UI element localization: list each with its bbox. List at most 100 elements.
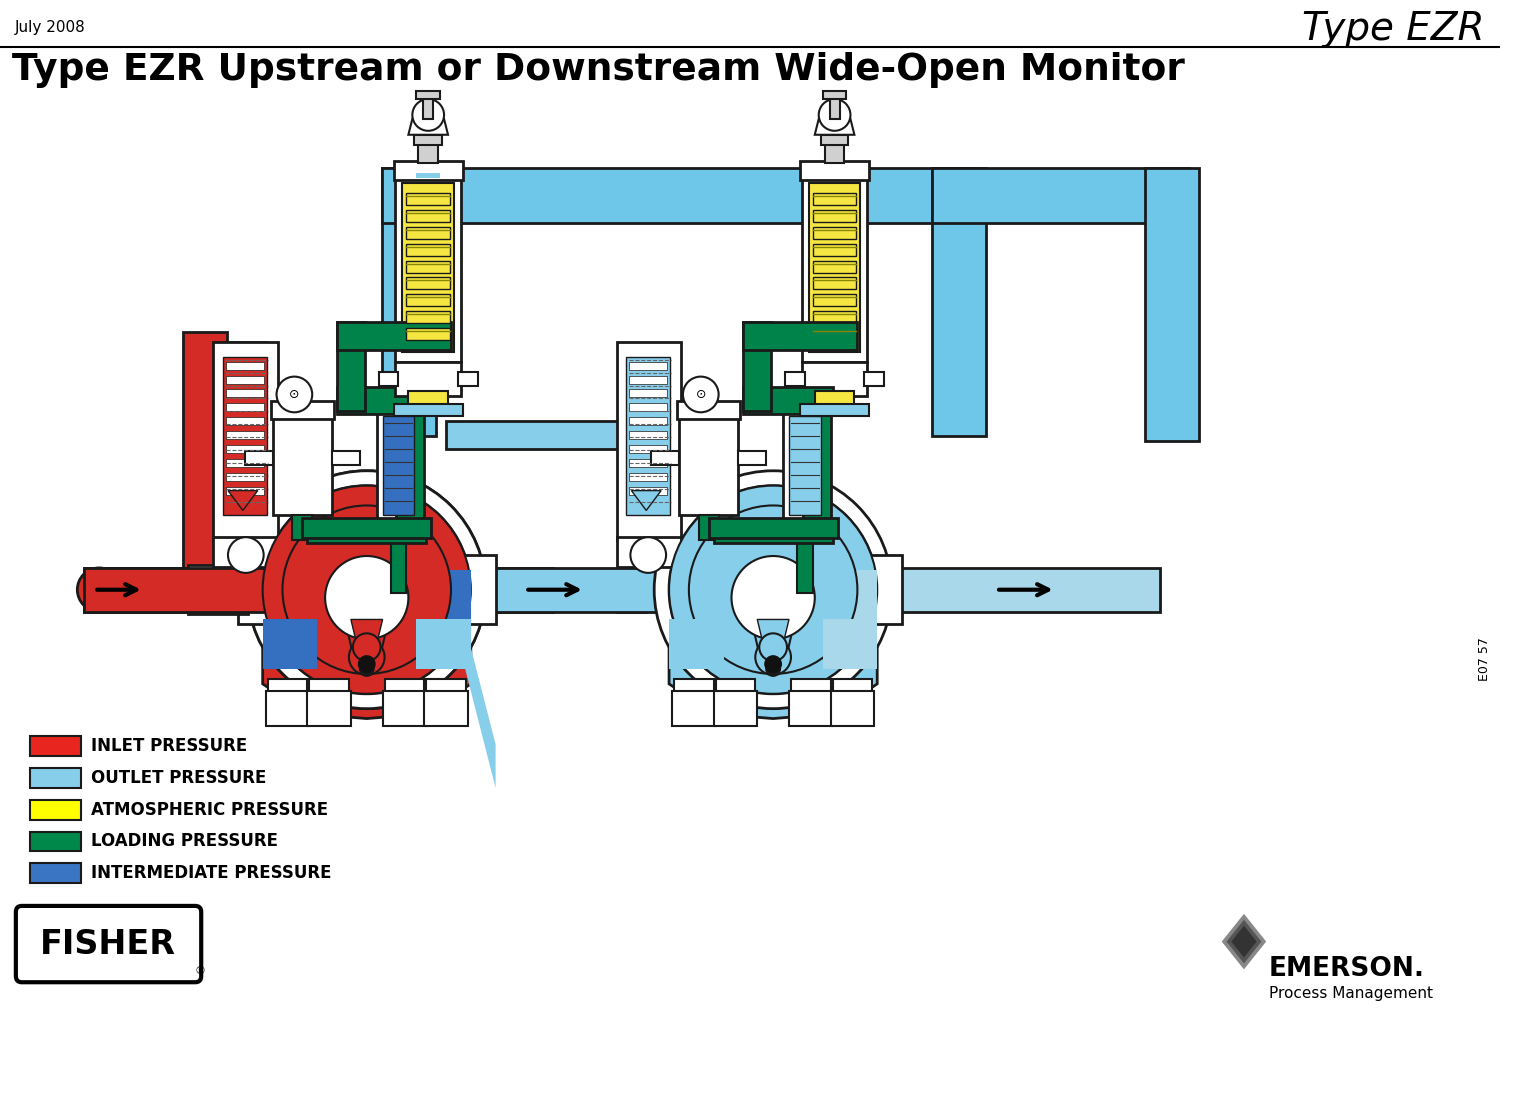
Bar — [85, 568, 268, 612]
Polygon shape — [1232, 926, 1257, 958]
Bar — [407, 193, 449, 205]
Bar — [222, 357, 266, 516]
Bar — [213, 537, 277, 567]
Polygon shape — [409, 119, 448, 135]
Bar — [458, 372, 478, 385]
Bar — [390, 526, 407, 593]
Bar — [714, 526, 832, 543]
Polygon shape — [816, 119, 855, 135]
Polygon shape — [669, 619, 723, 668]
Bar — [183, 331, 227, 568]
Bar — [784, 406, 826, 526]
Text: INLET PRESSURE: INLET PRESSURE — [91, 738, 248, 756]
Circle shape — [328, 557, 404, 633]
Bar — [30, 831, 82, 852]
Bar — [629, 389, 667, 397]
Bar — [466, 568, 673, 612]
Bar — [407, 227, 449, 239]
Text: July 2008: July 2008 — [15, 20, 86, 35]
Bar — [30, 737, 82, 757]
Bar — [225, 362, 263, 369]
Bar — [307, 526, 427, 543]
Circle shape — [669, 485, 878, 694]
Bar — [377, 406, 421, 526]
Bar — [809, 183, 861, 352]
Bar — [820, 135, 849, 145]
Text: ⊙: ⊙ — [289, 388, 300, 401]
Circle shape — [359, 661, 375, 677]
Bar — [651, 451, 679, 465]
Bar — [393, 404, 463, 416]
Bar — [616, 537, 681, 567]
Polygon shape — [1221, 914, 1266, 970]
Bar — [268, 679, 307, 711]
Polygon shape — [758, 619, 788, 644]
Bar — [446, 421, 694, 449]
Bar — [331, 451, 360, 465]
Bar — [225, 445, 263, 453]
Bar — [100, 568, 287, 612]
Bar — [672, 691, 716, 725]
Bar — [309, 679, 350, 711]
Circle shape — [819, 99, 850, 131]
Bar — [30, 800, 82, 819]
Circle shape — [350, 639, 384, 675]
Text: ®: ® — [194, 966, 206, 976]
Circle shape — [248, 471, 486, 709]
Bar — [629, 445, 667, 453]
Circle shape — [755, 639, 791, 675]
Text: ATMOSPHERIC PRESSURE: ATMOSPHERIC PRESSURE — [91, 801, 328, 819]
Bar — [378, 372, 398, 385]
Bar — [395, 362, 461, 396]
Bar — [743, 323, 772, 412]
Bar — [629, 473, 667, 481]
Bar — [383, 416, 415, 516]
Bar — [797, 526, 812, 593]
Bar — [292, 516, 312, 540]
Bar — [679, 416, 738, 516]
Bar — [407, 328, 449, 340]
Text: FISHER: FISHER — [39, 929, 176, 961]
Bar — [629, 487, 667, 494]
Bar — [415, 135, 442, 145]
Bar — [629, 362, 667, 369]
Bar — [416, 92, 440, 99]
Polygon shape — [263, 565, 471, 719]
Bar — [823, 92, 846, 99]
Bar — [800, 404, 870, 416]
Bar — [407, 210, 449, 222]
Bar — [802, 179, 867, 362]
Bar — [418, 141, 439, 163]
Bar — [812, 243, 856, 256]
Bar — [424, 568, 554, 612]
Polygon shape — [451, 570, 496, 788]
Bar — [383, 691, 427, 725]
Text: INTERMEDIATE PRESSURE: INTERMEDIATE PRESSURE — [91, 864, 331, 883]
Bar — [222, 341, 266, 568]
Bar — [225, 431, 263, 439]
Bar — [743, 323, 858, 349]
Bar — [708, 518, 838, 538]
Text: LOADING PRESSURE: LOADING PRESSURE — [91, 833, 278, 850]
Text: E07 57: E07 57 — [1478, 637, 1490, 681]
Bar — [407, 295, 449, 306]
Bar — [238, 555, 287, 625]
Bar — [634, 568, 699, 612]
Bar — [85, 568, 268, 612]
Bar — [629, 459, 667, 466]
Bar — [629, 403, 667, 412]
Bar — [812, 261, 856, 272]
Polygon shape — [263, 619, 318, 668]
Circle shape — [77, 568, 121, 612]
Bar — [800, 161, 870, 181]
Bar — [381, 169, 436, 436]
Circle shape — [682, 376, 719, 412]
Polygon shape — [345, 619, 389, 654]
Bar — [864, 372, 884, 385]
Circle shape — [731, 556, 816, 639]
Text: EMERSON.: EMERSON. — [1269, 956, 1425, 982]
Circle shape — [688, 506, 858, 674]
Bar — [626, 357, 670, 516]
Bar — [225, 459, 263, 466]
Bar — [1145, 169, 1200, 441]
